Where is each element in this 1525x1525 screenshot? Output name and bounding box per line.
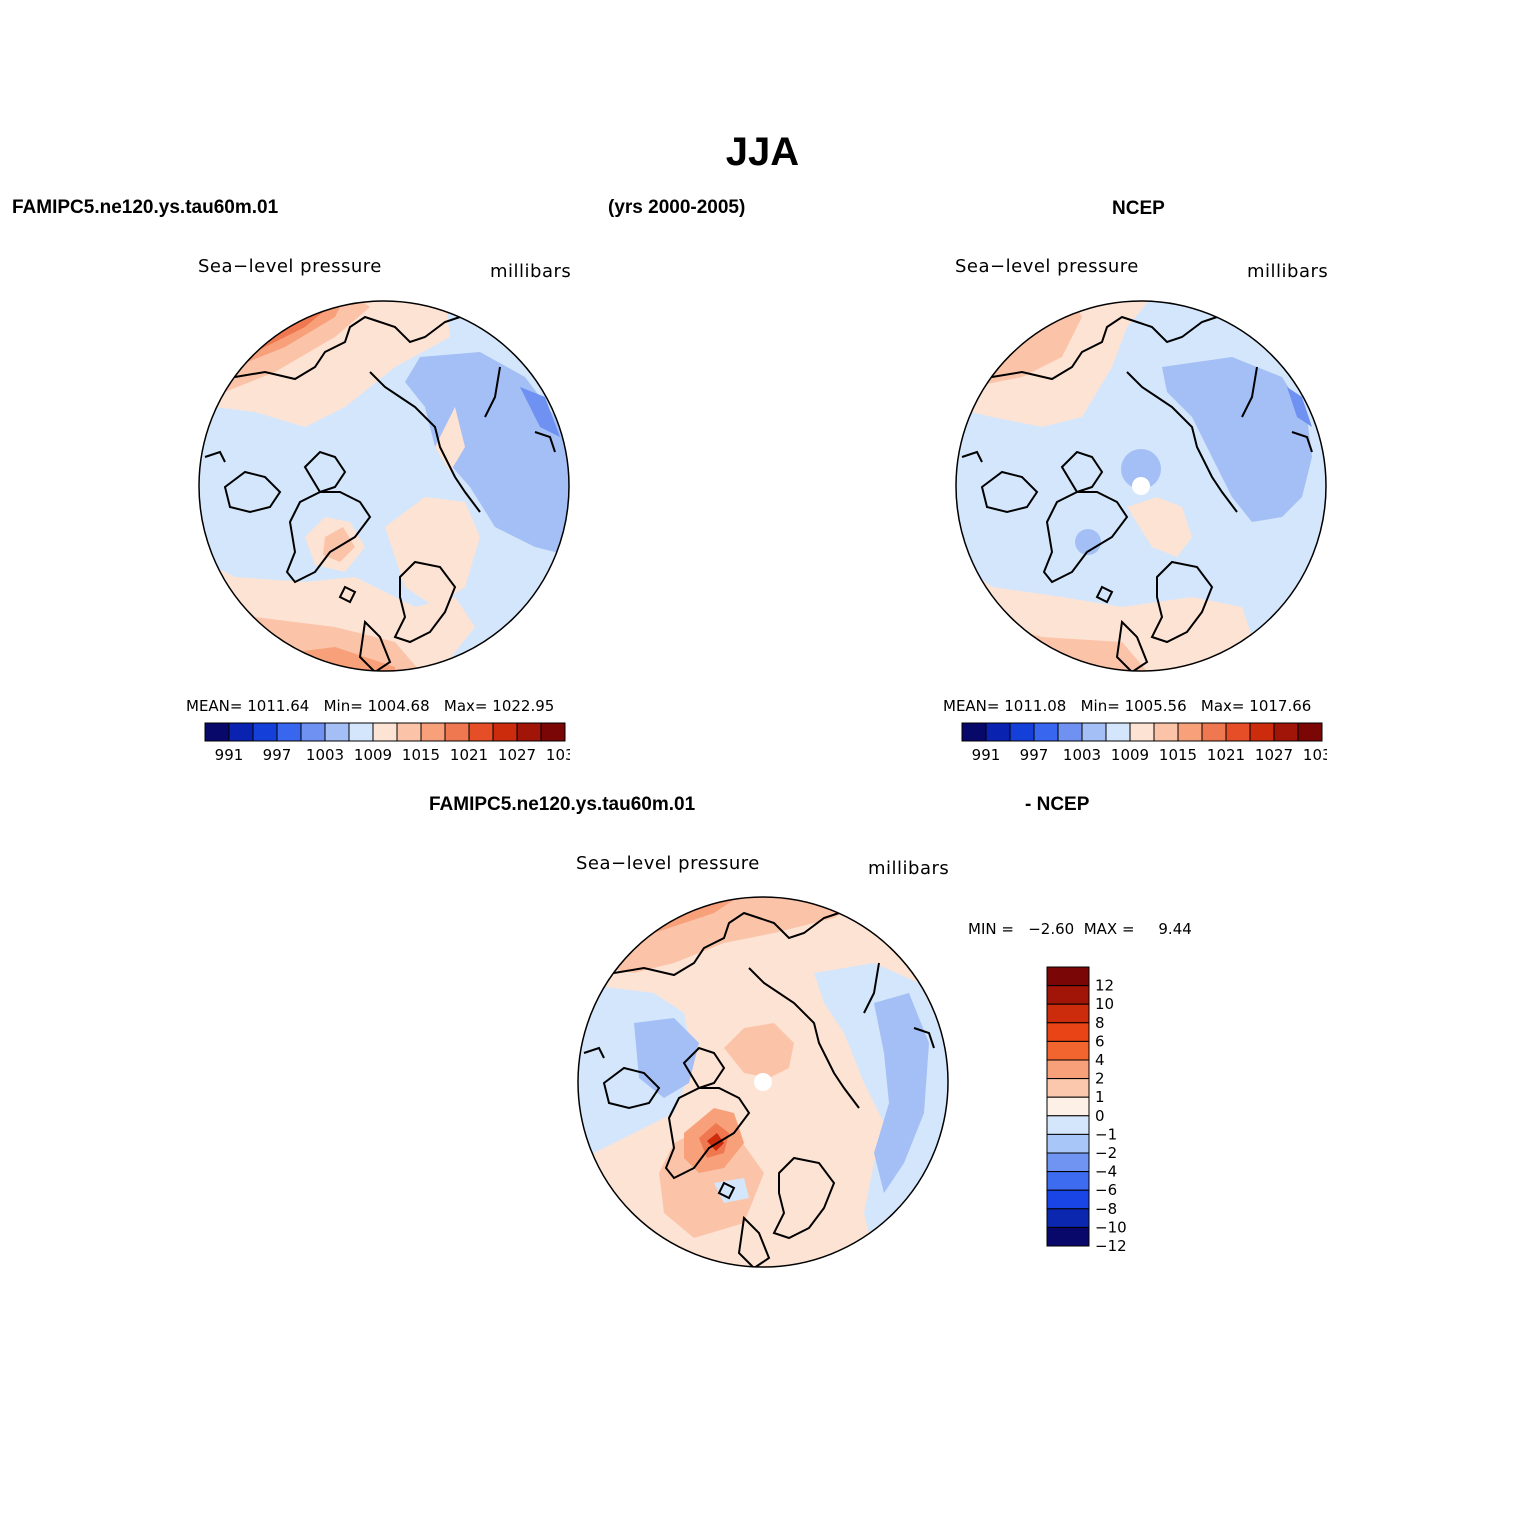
colorbar-swatch (204, 722, 230, 742)
diff-colorbar-label: −1 (1095, 1125, 1117, 1143)
colorbar-label: 1027 (498, 746, 536, 764)
colorbar-swatch (540, 722, 566, 742)
colorbar-swatch (372, 722, 398, 742)
diff-left-label: FAMIPC5.ne120.ys.tau60m.01 (429, 794, 696, 815)
colorbar-swatch (228, 722, 254, 742)
diff-right-label: - NCEP (1025, 794, 1090, 815)
colorbar-swatch (348, 722, 374, 742)
obs-polar-map (955, 300, 1327, 672)
colorbar-label: 997 (1020, 746, 1049, 764)
diff-units: millibars (868, 858, 950, 879)
colorbar-label: 1021 (450, 746, 488, 764)
colorbar-label: 997 (263, 746, 292, 764)
colorbar-swatch (444, 722, 470, 742)
obs-variable-title: Sea−level pressure (955, 256, 1139, 277)
colorbar-swatch (1081, 722, 1107, 742)
colorbar-swatch (1033, 722, 1059, 742)
model-units: millibars (490, 261, 572, 282)
diff-colorbar-swatch (1046, 966, 1090, 987)
colorbar-label: 1033 (1303, 746, 1327, 764)
diff-colorbar-label: 0 (1095, 1107, 1105, 1125)
diff-colorbar-swatch (1046, 985, 1090, 1005)
colorbar-swatch (1129, 722, 1155, 742)
colorbar-swatch (1105, 722, 1131, 742)
colorbar-label: 1003 (1063, 746, 1101, 764)
years-label: (yrs 2000-2005) (608, 197, 746, 218)
obs-units: millibars (1247, 261, 1329, 282)
colorbar-label: 1033 (546, 746, 570, 764)
figure-title: JJA (725, 130, 800, 174)
diff-colorbar-swatch (1046, 1208, 1090, 1228)
diff-variable-title: Sea−level pressure (576, 853, 760, 874)
colorbar-swatch (468, 722, 494, 742)
colorbar-swatch (1297, 722, 1323, 742)
diff-colorbar-swatch (1046, 1078, 1090, 1098)
diff-colorbar-label: −8 (1095, 1200, 1117, 1218)
colorbar-swatch (1057, 722, 1083, 742)
diff-colorbar-label: 2 (1095, 1070, 1105, 1088)
diff-colorbar-label: 4 (1095, 1051, 1105, 1069)
colorbar-label: 1015 (402, 746, 440, 764)
diff-colorbar-label: −12 (1095, 1237, 1127, 1255)
colorbar-label: 991 (972, 746, 1001, 764)
colorbar-label: 1021 (1207, 746, 1245, 764)
model-polar-map (198, 300, 570, 672)
diff-colorbar-label: 12 (1095, 977, 1114, 995)
model-case-label: FAMIPC5.ne120.ys.tau60m.01 (12, 197, 279, 218)
colorbar-swatch (300, 722, 326, 742)
diff-colorbar-label: 1 (1095, 1088, 1105, 1106)
diff-colorbar-swatch (1046, 1040, 1090, 1061)
diff-colorbar-swatch (1046, 1096, 1090, 1117)
diff-colorbar-label: 10 (1095, 995, 1114, 1013)
colorbar-swatch (324, 722, 350, 742)
diff-colorbar-swatch (1046, 1133, 1090, 1154)
diff-colorbar-label: 6 (1095, 1032, 1105, 1050)
model-colorbar: 991 997 1003 1009 1015 1021 1027 1033 (204, 722, 570, 764)
colorbar-swatch (516, 722, 542, 742)
diff-colorbar-label: −4 (1095, 1163, 1117, 1181)
diff-polar-map (577, 896, 949, 1268)
diff-colorbar-label: −2 (1095, 1144, 1117, 1162)
colorbar-swatch (492, 722, 518, 742)
colorbar-swatch (1153, 722, 1179, 742)
diff-colorbar-swatch (1046, 1226, 1090, 1247)
colorbar-swatch (961, 722, 987, 742)
diff-colorbar-label: −10 (1095, 1218, 1127, 1236)
diff-colorbar-swatch (1046, 1152, 1090, 1173)
obs-colorbar: 991 997 1003 1009 1015 1021 1027 1033 (961, 722, 1327, 764)
diff-colorbar-swatch (1046, 1115, 1090, 1135)
diff-colorbar-swatch (1046, 1171, 1090, 1191)
colorbar-swatch (276, 722, 302, 742)
colorbar-swatch (252, 722, 278, 742)
colorbar-label: 1003 (306, 746, 344, 764)
colorbar-swatch (1273, 722, 1299, 742)
colorbar-swatch (985, 722, 1011, 742)
obs-name-label: NCEP (1112, 198, 1165, 219)
diff-colorbar-label: 8 (1095, 1014, 1105, 1032)
diff-colorbar-swatch (1046, 1059, 1090, 1080)
diff-minmax: MIN = −2.60 MAX = 9.44 (968, 920, 1192, 938)
colorbar-label: 1009 (354, 746, 392, 764)
colorbar-swatch (420, 722, 446, 742)
colorbar-label: 991 (215, 746, 244, 764)
diff-colorbar-label: −6 (1095, 1181, 1117, 1199)
obs-stats: MEAN= 1011.08 Min= 1005.56 Max= 1017.66 (943, 697, 1312, 715)
diff-colorbar-swatch (1046, 1003, 1090, 1024)
diff-colorbar-swatch (1046, 1022, 1090, 1042)
colorbar-label: 1027 (1255, 746, 1293, 764)
colorbar-label: 1009 (1111, 746, 1149, 764)
colorbar-swatch (1225, 722, 1251, 742)
colorbar-swatch (1249, 722, 1275, 742)
colorbar-swatch (1201, 722, 1227, 742)
colorbar-label: 1015 (1159, 746, 1197, 764)
diff-colorbar-swatch (1046, 1189, 1090, 1210)
model-stats: MEAN= 1011.64 Min= 1004.68 Max= 1022.95 (186, 697, 555, 715)
model-variable-title: Sea−level pressure (198, 256, 382, 277)
colorbar-swatch (1009, 722, 1035, 742)
colorbar-swatch (1177, 722, 1203, 742)
colorbar-swatch (396, 722, 422, 742)
